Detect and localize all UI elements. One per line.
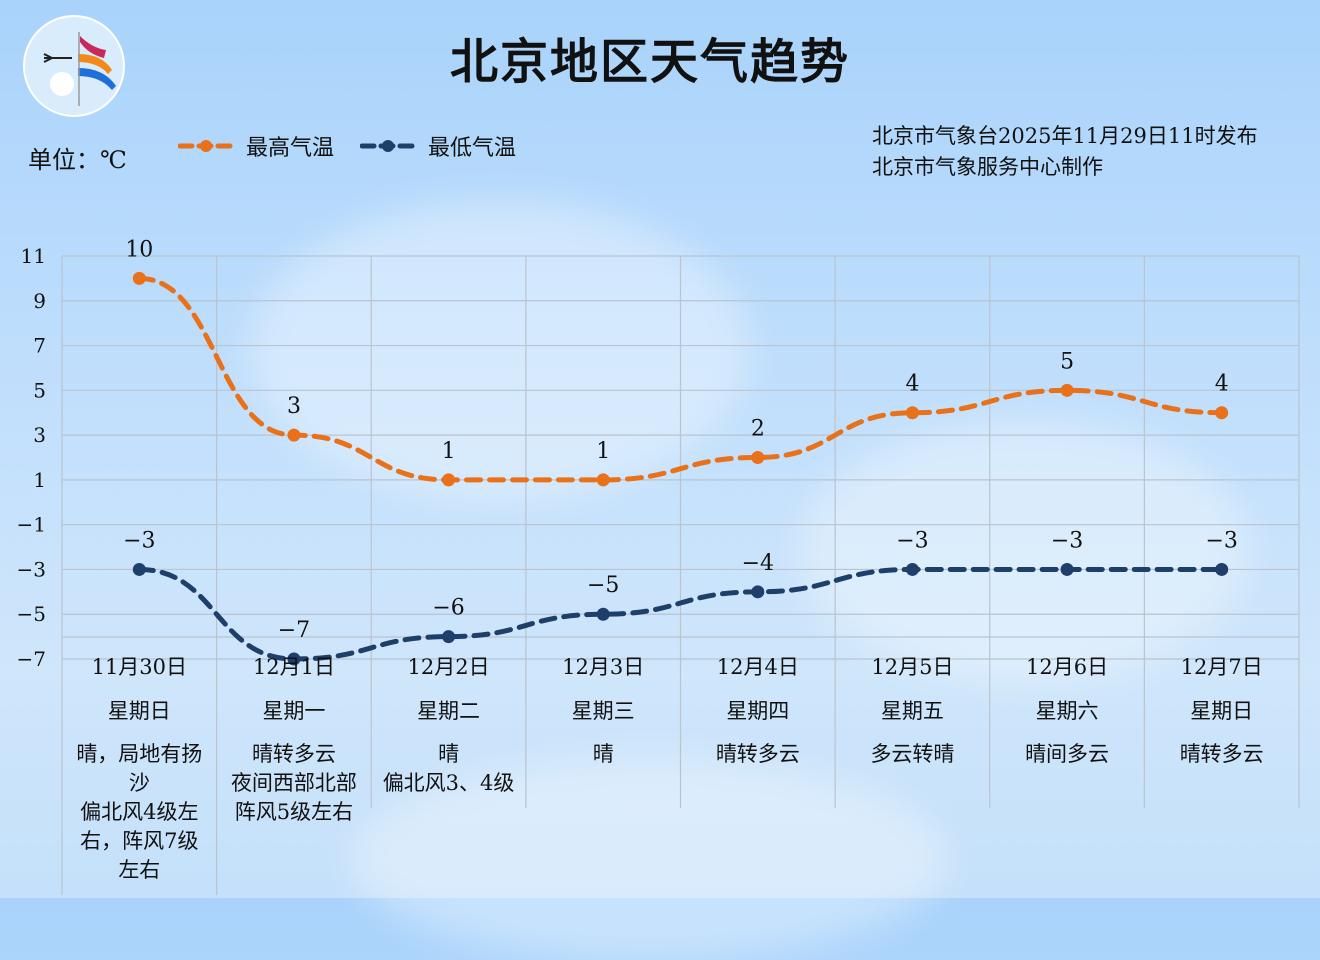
- data-point: [442, 473, 456, 487]
- data-point: [132, 562, 146, 576]
- day-forecast-column: 12月4日星期四晴转多云: [681, 652, 836, 769]
- forecast-weekday: 星期四: [726, 699, 790, 723]
- y-tick-label: −1: [17, 513, 46, 537]
- data-label: 4: [905, 372, 919, 397]
- forecast-weekday: 星期二: [417, 699, 481, 723]
- y-tick-label: 7: [33, 334, 46, 358]
- data-point: [596, 607, 610, 621]
- producer-info: 北京市气象服务中心制作: [872, 155, 1103, 179]
- day-forecast-column: 12月5日星期五多云转晴: [835, 652, 990, 769]
- data-label: −3: [1051, 528, 1083, 553]
- y-tick-label: 11: [21, 244, 46, 268]
- forecast-weekday: 星期日: [107, 699, 171, 723]
- data-label: −3: [123, 528, 155, 553]
- y-tick-label: 9: [33, 289, 46, 313]
- forecast-weather: 晴转多云: [715, 742, 800, 766]
- data-label: −3: [1205, 528, 1237, 553]
- forecast-weather: 晴，局地有扬沙: [76, 742, 203, 795]
- forecast-weather: 晴: [438, 742, 460, 766]
- beijing-meteorological-service-logo: [23, 15, 125, 117]
- data-label: 2: [751, 417, 765, 442]
- unit-label: 单位：℃: [28, 146, 127, 174]
- data-point: [132, 271, 146, 285]
- y-tick-label: −5: [17, 602, 46, 626]
- forecast-date: 12月2日: [407, 655, 490, 679]
- legend-swatch-min: [360, 140, 421, 152]
- forecast-date: 11月30日: [91, 655, 188, 679]
- legend-label-max: 最高气温: [246, 136, 335, 161]
- forecast-weekday: 星期日: [1190, 699, 1254, 723]
- data-label: −6: [432, 596, 464, 621]
- data-point: [751, 585, 765, 599]
- forecast-date: 12月5日: [871, 655, 954, 679]
- forecast-weather: 偏北风3、4级: [382, 771, 515, 795]
- forecast-date: 12月7日: [1180, 655, 1263, 679]
- day-forecast-column: 12月3日星期三晴: [526, 652, 681, 769]
- data-label: −3: [896, 528, 928, 553]
- data-point: [1060, 383, 1074, 397]
- data-point: [1215, 406, 1229, 420]
- legend-item-min: 最低气温: [360, 130, 516, 162]
- data-point: [1215, 562, 1229, 576]
- forecast-weekday: 星期六: [1035, 699, 1099, 723]
- forecast-date: 12月1日: [252, 655, 335, 679]
- forecast-weather: 晴转多云: [251, 742, 336, 766]
- data-label: 5: [1060, 349, 1074, 374]
- data-label: 10: [125, 237, 153, 262]
- forecast-weather: 夜间西部北部阵风5级左右: [230, 771, 357, 824]
- y-tick-label: 1: [33, 468, 46, 492]
- data-label: 1: [596, 439, 610, 464]
- data-point: [1060, 562, 1074, 576]
- forecast-weather: 晴间多云: [1025, 742, 1110, 766]
- data-label: −7: [278, 618, 310, 643]
- y-tick-label: −7: [17, 647, 46, 671]
- day-forecast-column: 12月1日星期一晴转多云夜间西部北部阵风5级左右: [217, 652, 372, 827]
- day-forecast-column: 12月7日星期日晴转多云: [1144, 652, 1299, 769]
- forecast-weather: 多云转晴: [870, 742, 955, 766]
- data-point: [905, 406, 919, 420]
- data-point: [596, 473, 610, 487]
- day-forecast-column: 12月2日星期二晴偏北风3、4级: [371, 652, 526, 798]
- data-point: [905, 562, 919, 576]
- y-tick-label: −3: [17, 557, 46, 581]
- forecast-weekday: 星期一: [262, 699, 326, 723]
- data-label: −5: [587, 573, 619, 598]
- data-point: [751, 451, 765, 464]
- y-tick-label: 3: [33, 423, 46, 447]
- publish-info: 北京市气象台2025年11月29日11时发布: [872, 124, 1258, 148]
- legend-label-min: 最低气温: [428, 136, 517, 161]
- data-point: [287, 652, 301, 666]
- forecast-weekday: 星期五: [880, 699, 944, 723]
- data-point: [287, 428, 301, 442]
- forecast-weekday: 星期三: [571, 699, 635, 723]
- y-tick-label: 5: [33, 378, 46, 402]
- forecast-weather: 晴: [592, 742, 614, 766]
- forecast-date: 12月6日: [1026, 655, 1109, 679]
- legend-swatch-max: [178, 140, 239, 152]
- data-point: [442, 630, 456, 644]
- forecast-date: 12月4日: [716, 655, 799, 679]
- data-label: −4: [742, 551, 774, 576]
- forecast-weather: 偏北风4级左右，阵风7级左右: [80, 800, 199, 882]
- legend-item-max: 最高气温: [178, 130, 334, 162]
- day-forecast-column: 12月6日星期六晴间多云: [990, 652, 1145, 769]
- day-forecast-column: 11月30日 星期日晴，局地有扬沙 偏北风4级左右，阵风7级左右: [62, 652, 217, 885]
- data-label: 3: [287, 394, 301, 419]
- data-label: 4: [1215, 372, 1229, 397]
- data-label: 1: [442, 439, 456, 464]
- forecast-date: 12月3日: [562, 655, 645, 679]
- page-title: 北京地区天气趋势: [449, 34, 850, 90]
- forecast-weather: 晴转多云: [1179, 742, 1264, 766]
